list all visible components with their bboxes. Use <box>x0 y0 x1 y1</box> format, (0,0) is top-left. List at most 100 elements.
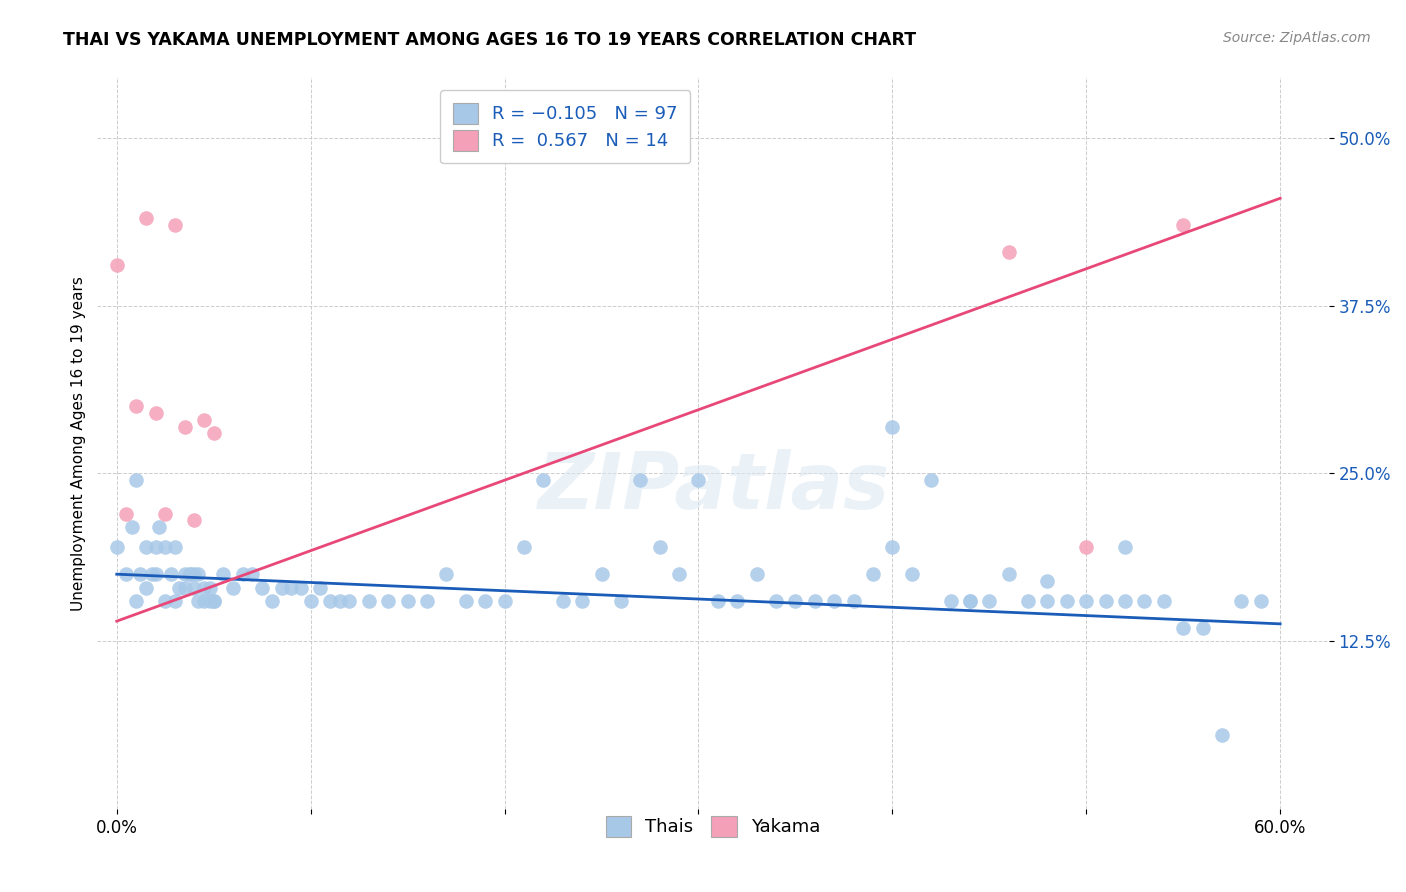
Point <box>959 594 981 608</box>
Point <box>1114 541 1136 555</box>
Point <box>319 594 342 608</box>
Point <box>1114 594 1136 608</box>
Point <box>628 473 651 487</box>
Point <box>979 594 1001 608</box>
Point <box>135 541 157 555</box>
Point <box>155 541 177 555</box>
Point <box>531 473 554 487</box>
Point <box>145 406 167 420</box>
Point <box>551 594 574 608</box>
Point <box>357 594 380 608</box>
Point <box>202 594 225 608</box>
Point <box>163 218 186 232</box>
Point <box>155 507 177 521</box>
Point <box>179 567 201 582</box>
Point <box>135 581 157 595</box>
Point <box>222 581 245 595</box>
Point <box>1094 594 1116 608</box>
Point <box>183 581 205 595</box>
Point <box>513 541 536 555</box>
Point <box>163 594 186 608</box>
Y-axis label: Unemployment Among Ages 16 to 19 years: Unemployment Among Ages 16 to 19 years <box>72 276 86 611</box>
Point <box>959 594 981 608</box>
Point <box>173 419 195 434</box>
Point <box>1153 594 1175 608</box>
Point <box>997 567 1019 582</box>
Point <box>842 594 865 608</box>
Point <box>1036 574 1059 588</box>
Point <box>882 419 904 434</box>
Point <box>823 594 845 608</box>
Point <box>688 473 710 487</box>
Point <box>125 400 148 414</box>
Point <box>125 594 148 608</box>
Point <box>135 211 157 226</box>
Point <box>299 594 322 608</box>
Point <box>882 541 904 555</box>
Point <box>212 567 235 582</box>
Point <box>707 594 730 608</box>
Point <box>155 594 177 608</box>
Point <box>179 567 201 582</box>
Point <box>250 581 273 595</box>
Point <box>183 567 205 582</box>
Point <box>198 581 221 595</box>
Point <box>202 594 225 608</box>
Point <box>290 581 312 595</box>
Text: Source: ZipAtlas.com: Source: ZipAtlas.com <box>1223 31 1371 45</box>
Point <box>862 567 884 582</box>
Point <box>173 567 195 582</box>
Point <box>1230 594 1253 608</box>
Point <box>1017 594 1039 608</box>
Point <box>105 259 128 273</box>
Point <box>309 581 332 595</box>
Point <box>187 594 209 608</box>
Point <box>725 594 748 608</box>
Point <box>270 581 292 595</box>
Text: ZIPatlas: ZIPatlas <box>537 450 889 525</box>
Point <box>193 594 215 608</box>
Point <box>232 567 254 582</box>
Point <box>339 594 361 608</box>
Point <box>1250 594 1272 608</box>
Point <box>129 567 152 582</box>
Legend: Thais, Yakama: Thais, Yakama <box>599 809 828 844</box>
Point <box>804 594 827 608</box>
Point <box>648 541 671 555</box>
Point <box>900 567 922 582</box>
Point <box>193 413 215 427</box>
Point <box>939 594 962 608</box>
Point <box>163 541 186 555</box>
Point <box>494 594 516 608</box>
Point <box>571 594 593 608</box>
Point <box>125 473 148 487</box>
Point <box>145 541 167 555</box>
Point <box>329 594 352 608</box>
Point <box>160 567 183 582</box>
Point <box>434 567 457 582</box>
Point <box>1191 621 1213 635</box>
Point <box>187 567 209 582</box>
Point <box>785 594 807 608</box>
Point <box>1076 541 1098 555</box>
Point <box>1056 594 1078 608</box>
Point <box>454 594 477 608</box>
Point <box>610 594 633 608</box>
Point <box>1211 728 1233 742</box>
Point <box>1076 594 1098 608</box>
Point <box>198 594 221 608</box>
Point <box>105 541 128 555</box>
Point <box>121 520 143 534</box>
Point <box>202 426 225 441</box>
Point <box>167 581 190 595</box>
Point <box>474 594 496 608</box>
Point <box>416 594 439 608</box>
Point <box>260 594 283 608</box>
Point <box>242 567 264 582</box>
Point <box>141 567 163 582</box>
Point <box>396 594 419 608</box>
Point <box>183 514 205 528</box>
Point <box>377 594 399 608</box>
Point <box>145 567 167 582</box>
Point <box>765 594 787 608</box>
